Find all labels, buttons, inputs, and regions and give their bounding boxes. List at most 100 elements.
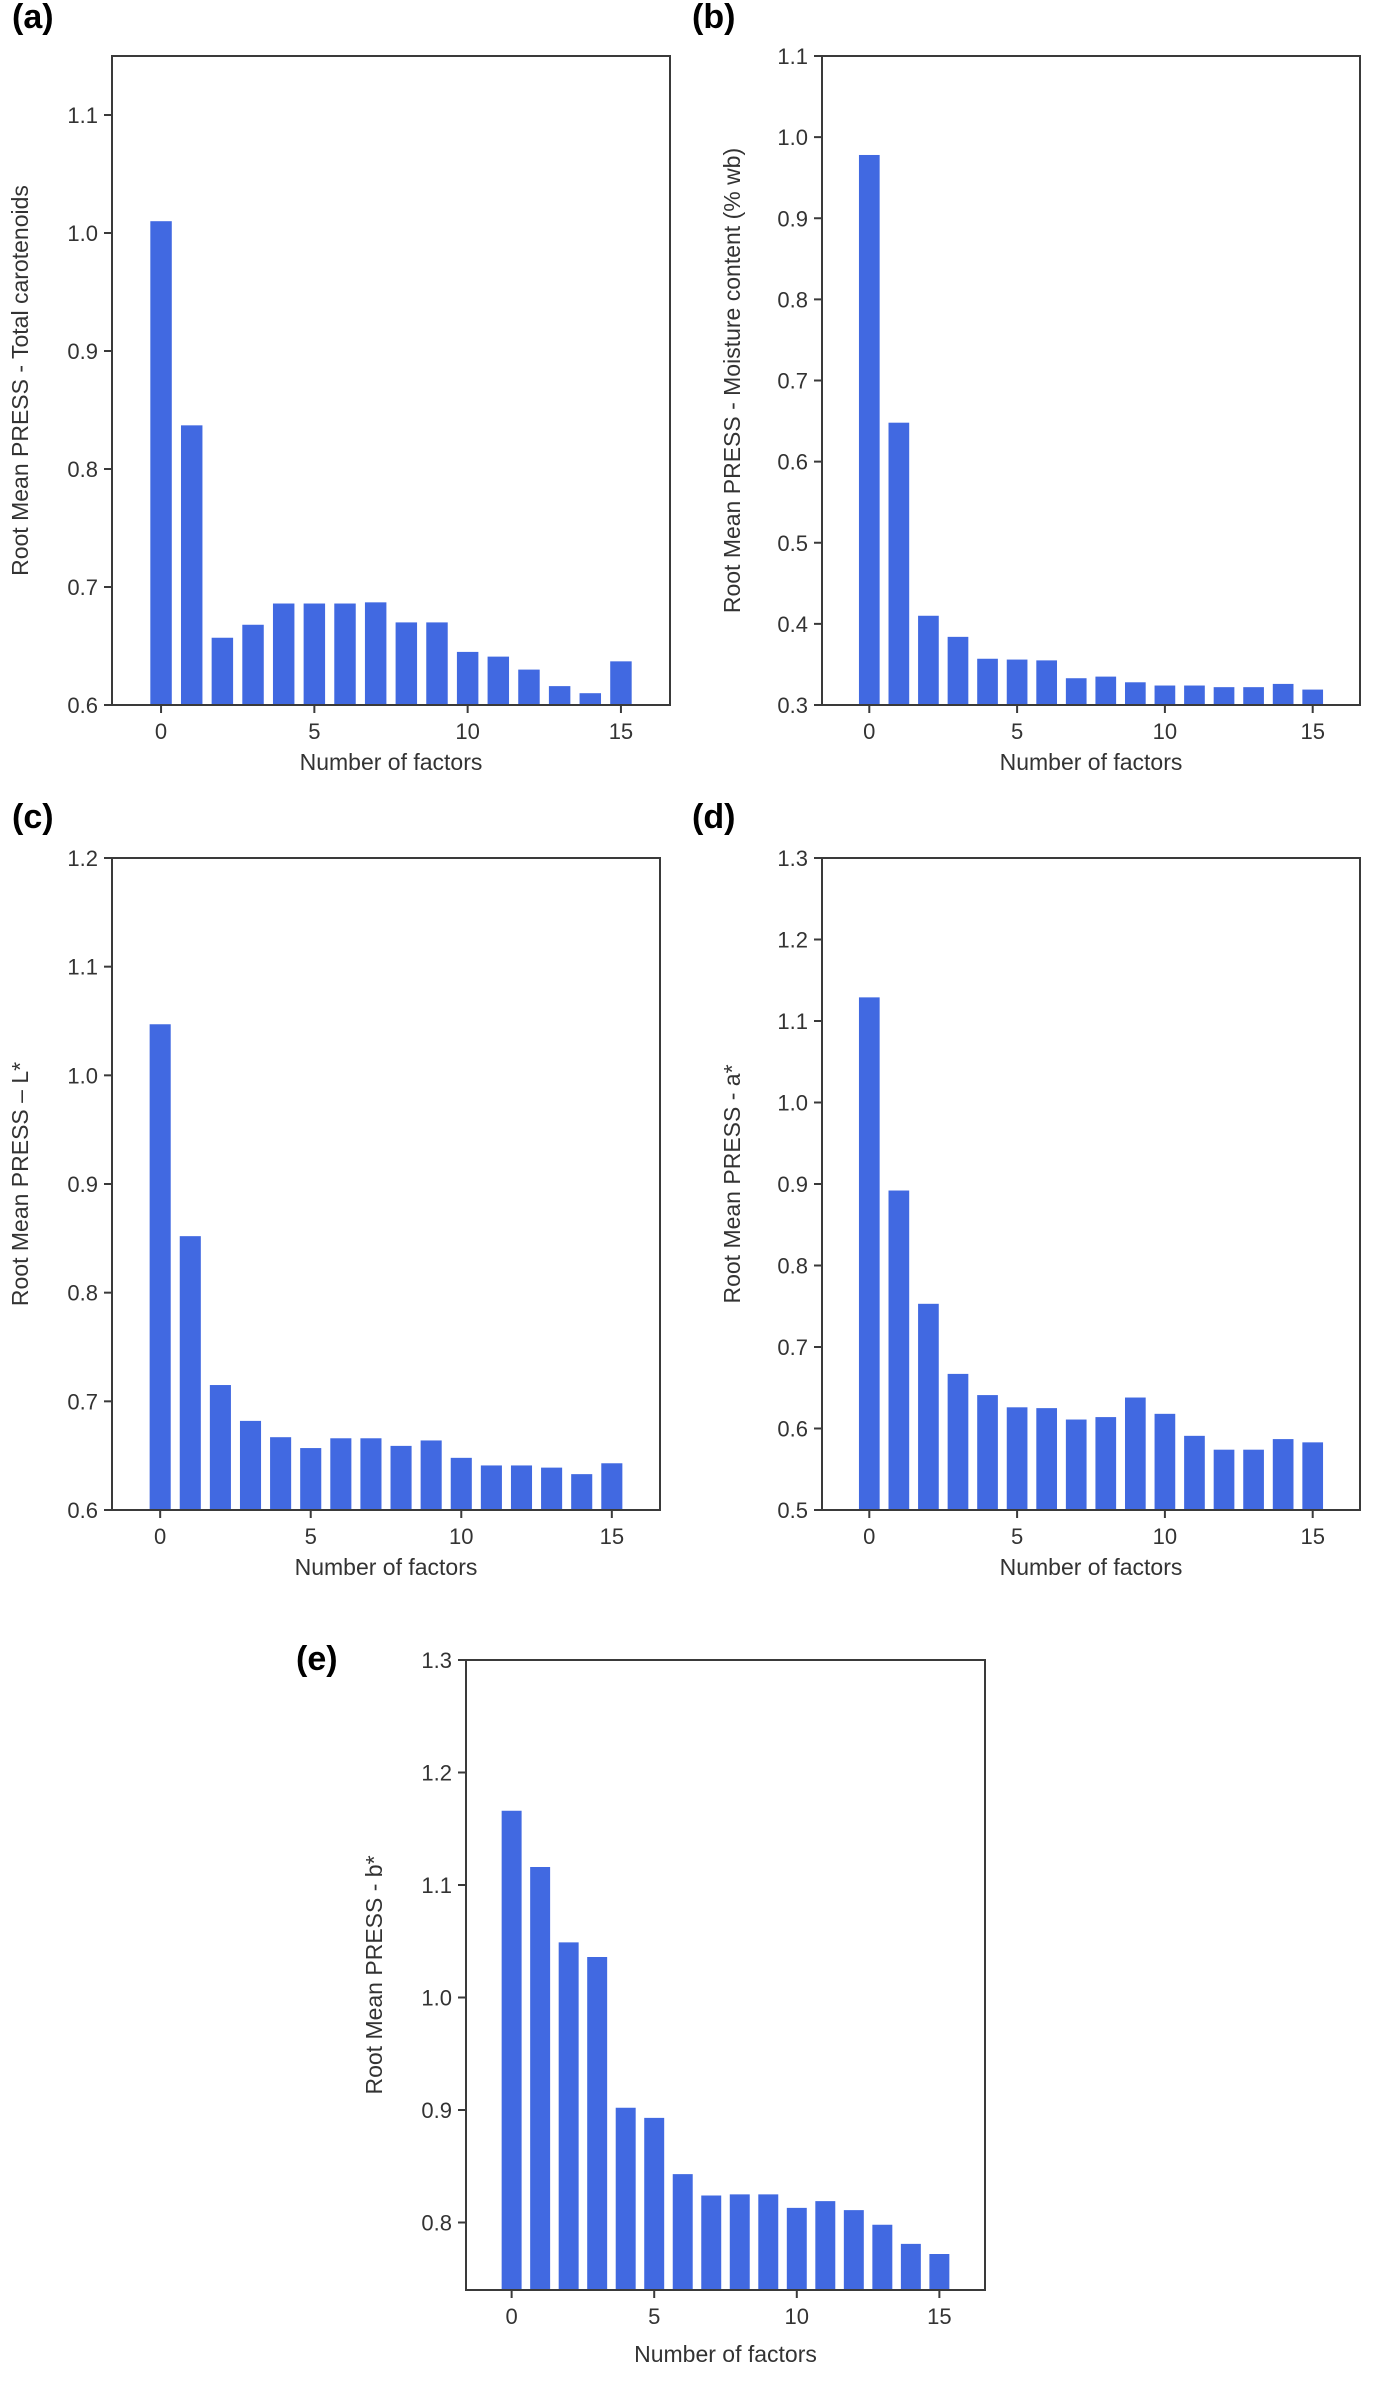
bar-3 [242, 624, 264, 705]
bar-14 [1272, 1439, 1294, 1510]
bar-14 [571, 1474, 593, 1510]
chart-panel-4: (e) 0.8 0.9 1.0 1.1 1.2 1.3 0 5 10 15 Number of fac… [296, 1640, 986, 2367]
x-tick-label: 15 [927, 2304, 951, 2329]
x-tick-label: 0 [155, 719, 167, 744]
x-tick-label: 5 [305, 1524, 317, 1549]
bar-4 [977, 658, 998, 705]
panel-label: (d) [692, 798, 735, 836]
y-tick-label: 1.2 [67, 846, 98, 871]
bar-2 [918, 1303, 939, 1510]
bar-13 [548, 686, 571, 705]
y-tick-label: 1.1 [67, 955, 98, 980]
bar-11 [1184, 1435, 1205, 1510]
panel-label: (b) [692, 0, 735, 36]
plot-frame [465, 1659, 986, 2291]
bar-5 [303, 603, 326, 705]
bar-10 [450, 1457, 472, 1510]
y-tick-label: 0.7 [67, 1389, 98, 1414]
x-axis-title: Number of factors [1000, 1554, 1183, 1580]
x-tick-label: 10 [455, 719, 479, 744]
bar-10 [456, 651, 479, 705]
y-tick-label: 0.6 [67, 1498, 98, 1523]
y-tick-label: 1.1 [67, 103, 98, 128]
bar-2 [211, 637, 234, 705]
y-tick-label: 1.0 [777, 1091, 808, 1116]
bar-14 [1272, 683, 1294, 705]
bar-15 [1302, 1442, 1324, 1510]
bar-11 [480, 1465, 502, 1510]
bar-11 [1184, 685, 1205, 705]
bar-2 [558, 1942, 579, 2290]
x-tick-label: 15 [1300, 1524, 1324, 1549]
y-tick-label: 1.0 [67, 221, 98, 246]
bar-12 [843, 2210, 864, 2290]
y-tick-label: 1.3 [777, 846, 808, 871]
x-tick-label: 10 [1153, 719, 1177, 744]
bar-6 [672, 2174, 693, 2290]
bar-10 [1154, 1413, 1176, 1510]
bar-8 [729, 2194, 750, 2290]
bar-15 [1302, 689, 1324, 705]
bar-5 [644, 2117, 665, 2290]
bar-8 [1095, 1417, 1117, 1510]
bar-8 [390, 1445, 412, 1510]
x-tick-label: 10 [449, 1524, 473, 1549]
x-tick-label: 10 [1153, 1524, 1177, 1549]
y-tick-label: 0.9 [67, 339, 98, 364]
bar-1 [179, 1236, 201, 1510]
y-tick-label: 1.1 [421, 1873, 452, 1898]
y-tick-label: 1.2 [777, 928, 808, 953]
bar-11 [815, 2201, 836, 2290]
bar-0 [501, 1810, 522, 2290]
x-axis-title: Number of factors [1000, 749, 1183, 775]
y-tick-label: 0.8 [421, 2211, 452, 2236]
bar-12 [510, 1465, 533, 1510]
y-tick-label: 0.7 [777, 369, 808, 394]
x-tick-label: 0 [863, 719, 875, 744]
x-tick-label: 5 [1011, 719, 1023, 744]
bar-0 [150, 221, 172, 705]
y-tick-label: 0.9 [777, 206, 808, 231]
y-axis-title: Root Mean PRESS - b* [361, 1855, 387, 2094]
y-axis-title: Root Mean PRESS - Moisture content (% wb… [719, 148, 745, 613]
y-tick-label: 0.8 [777, 1254, 808, 1279]
x-tick-label: 5 [648, 2304, 660, 2329]
x-tick-label: 0 [506, 2304, 518, 2329]
x-axis-title: Number of factors [295, 1554, 478, 1580]
bar-4 [270, 1437, 292, 1510]
y-axis-title: Root Mean PRESS - Total carotenoids [7, 185, 33, 576]
bar-11 [487, 656, 510, 705]
y-tick-label: 1.0 [67, 1063, 98, 1088]
bar-1 [180, 425, 203, 705]
chart-panel-2: (c) 0.6 0.7 0.8 0.9 1.0 1.1 1.2 0 5 10 15 Number of … [7, 798, 661, 1580]
bar-0 [858, 154, 880, 705]
bar-5 [1006, 659, 1028, 705]
y-tick-label: 0.8 [777, 287, 808, 312]
x-tick-label: 15 [1300, 719, 1324, 744]
bar-13 [541, 1467, 563, 1510]
bar-5 [1006, 1407, 1028, 1510]
panel-label: (a) [12, 0, 54, 36]
bar-0 [149, 1024, 171, 1510]
panel-label: (e) [296, 1640, 338, 1678]
bar-12 [518, 669, 540, 705]
panel-label: (c) [12, 798, 54, 836]
bar-13 [1243, 1449, 1264, 1510]
chart-panel-1: (b) 0.3 0.4 0.5 0.6 0.7 0.8 0.9 1.0 1.1 0 5 10 15 Numb… [692, 0, 1361, 775]
bar-6 [330, 1438, 352, 1510]
bar-8 [395, 622, 418, 705]
y-tick-label: 1.2 [421, 1761, 452, 1786]
bar-13 [872, 2224, 893, 2290]
bar-4 [615, 2107, 636, 2290]
bar-9 [426, 622, 448, 705]
y-tick-label: 1.1 [777, 1009, 808, 1034]
bar-1 [888, 1190, 910, 1510]
bar-7 [364, 602, 387, 705]
x-tick-label: 15 [600, 1524, 624, 1549]
bar-15 [610, 661, 632, 705]
x-tick-label: 15 [609, 719, 633, 744]
bar-13 [1243, 687, 1264, 705]
y-tick-label: 0.3 [777, 693, 808, 718]
bar-14 [579, 693, 602, 705]
x-tick-label: 0 [863, 1524, 875, 1549]
